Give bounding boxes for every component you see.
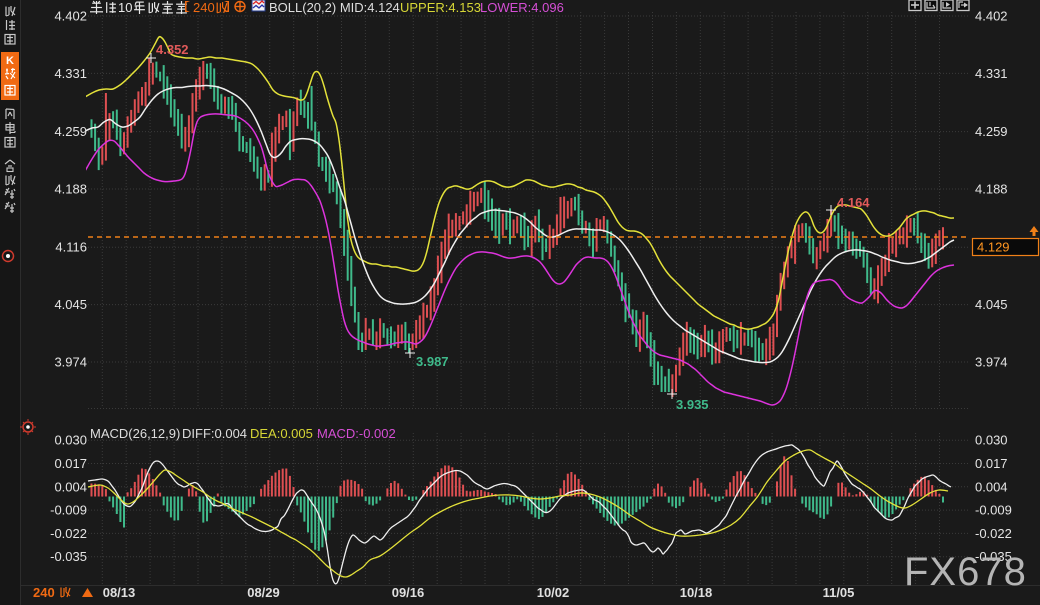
svg-text:4.045: 4.045 [54, 297, 87, 312]
svg-text:0.017: 0.017 [54, 456, 87, 471]
svg-text:11/05: 11/05 [823, 585, 855, 600]
svg-text:4.352: 4.352 [156, 42, 189, 57]
svg-text:DIFF:0.004: DIFF:0.004 [182, 426, 247, 441]
svg-text:0.017: 0.017 [975, 456, 1008, 471]
svg-text:4.331: 4.331 [54, 66, 87, 81]
svg-text:4.402: 4.402 [54, 9, 87, 24]
svg-text:4.164: 4.164 [837, 195, 870, 210]
svg-text:MACD(26,12,9): MACD(26,12,9) [90, 426, 180, 441]
svg-text:08/29: 08/29 [247, 585, 280, 600]
svg-text:UPPER:4.153: UPPER:4.153 [400, 0, 481, 15]
svg-text:MACD:-0.002: MACD:-0.002 [317, 426, 396, 441]
svg-text:0.030: 0.030 [54, 433, 87, 448]
svg-text:10: 10 [118, 0, 132, 15]
svg-text:-0.009: -0.009 [50, 503, 87, 518]
svg-text:4.188: 4.188 [975, 182, 1008, 197]
svg-text:-0.035: -0.035 [50, 549, 87, 564]
svg-text:0.004: 0.004 [975, 479, 1008, 494]
svg-text:-0.022: -0.022 [50, 526, 87, 541]
svg-text:FX678: FX678 [904, 550, 1027, 594]
svg-text:4.116: 4.116 [55, 240, 87, 255]
svg-text:240: 240 [33, 585, 55, 600]
svg-text:09/16: 09/16 [392, 585, 425, 600]
svg-text:4.259: 4.259 [975, 124, 1008, 139]
svg-text:-0.035: -0.035 [975, 549, 1012, 564]
svg-text:4.331: 4.331 [975, 66, 1008, 81]
svg-text:0.030: 0.030 [975, 433, 1008, 448]
svg-text:3.974: 3.974 [975, 355, 1008, 370]
svg-text:10/18: 10/18 [680, 585, 713, 600]
svg-text:K: K [6, 55, 14, 67]
svg-text:DEA:0.005: DEA:0.005 [250, 426, 313, 441]
svg-text:0.004: 0.004 [54, 479, 87, 494]
svg-text:4.129: 4.129 [977, 240, 1010, 255]
svg-text:10/02: 10/02 [537, 585, 570, 600]
svg-text:3.987: 3.987 [416, 354, 449, 369]
svg-text:4.045: 4.045 [975, 297, 1008, 312]
svg-text:-0.022: -0.022 [975, 526, 1012, 541]
svg-text:3.974: 3.974 [54, 355, 87, 370]
svg-text:LOWER:4.096: LOWER:4.096 [480, 0, 564, 15]
svg-text:-0.009: -0.009 [975, 503, 1012, 518]
svg-text:4.188: 4.188 [54, 182, 87, 197]
svg-text:3.935: 3.935 [676, 397, 709, 412]
svg-text:08/13: 08/13 [103, 585, 136, 600]
svg-text:4.402: 4.402 [975, 9, 1008, 24]
svg-text:4.259: 4.259 [54, 124, 87, 139]
svg-text:BOLL(20,2) MID:4.124: BOLL(20,2) MID:4.124 [269, 0, 400, 15]
svg-text:240: 240 [193, 0, 215, 15]
